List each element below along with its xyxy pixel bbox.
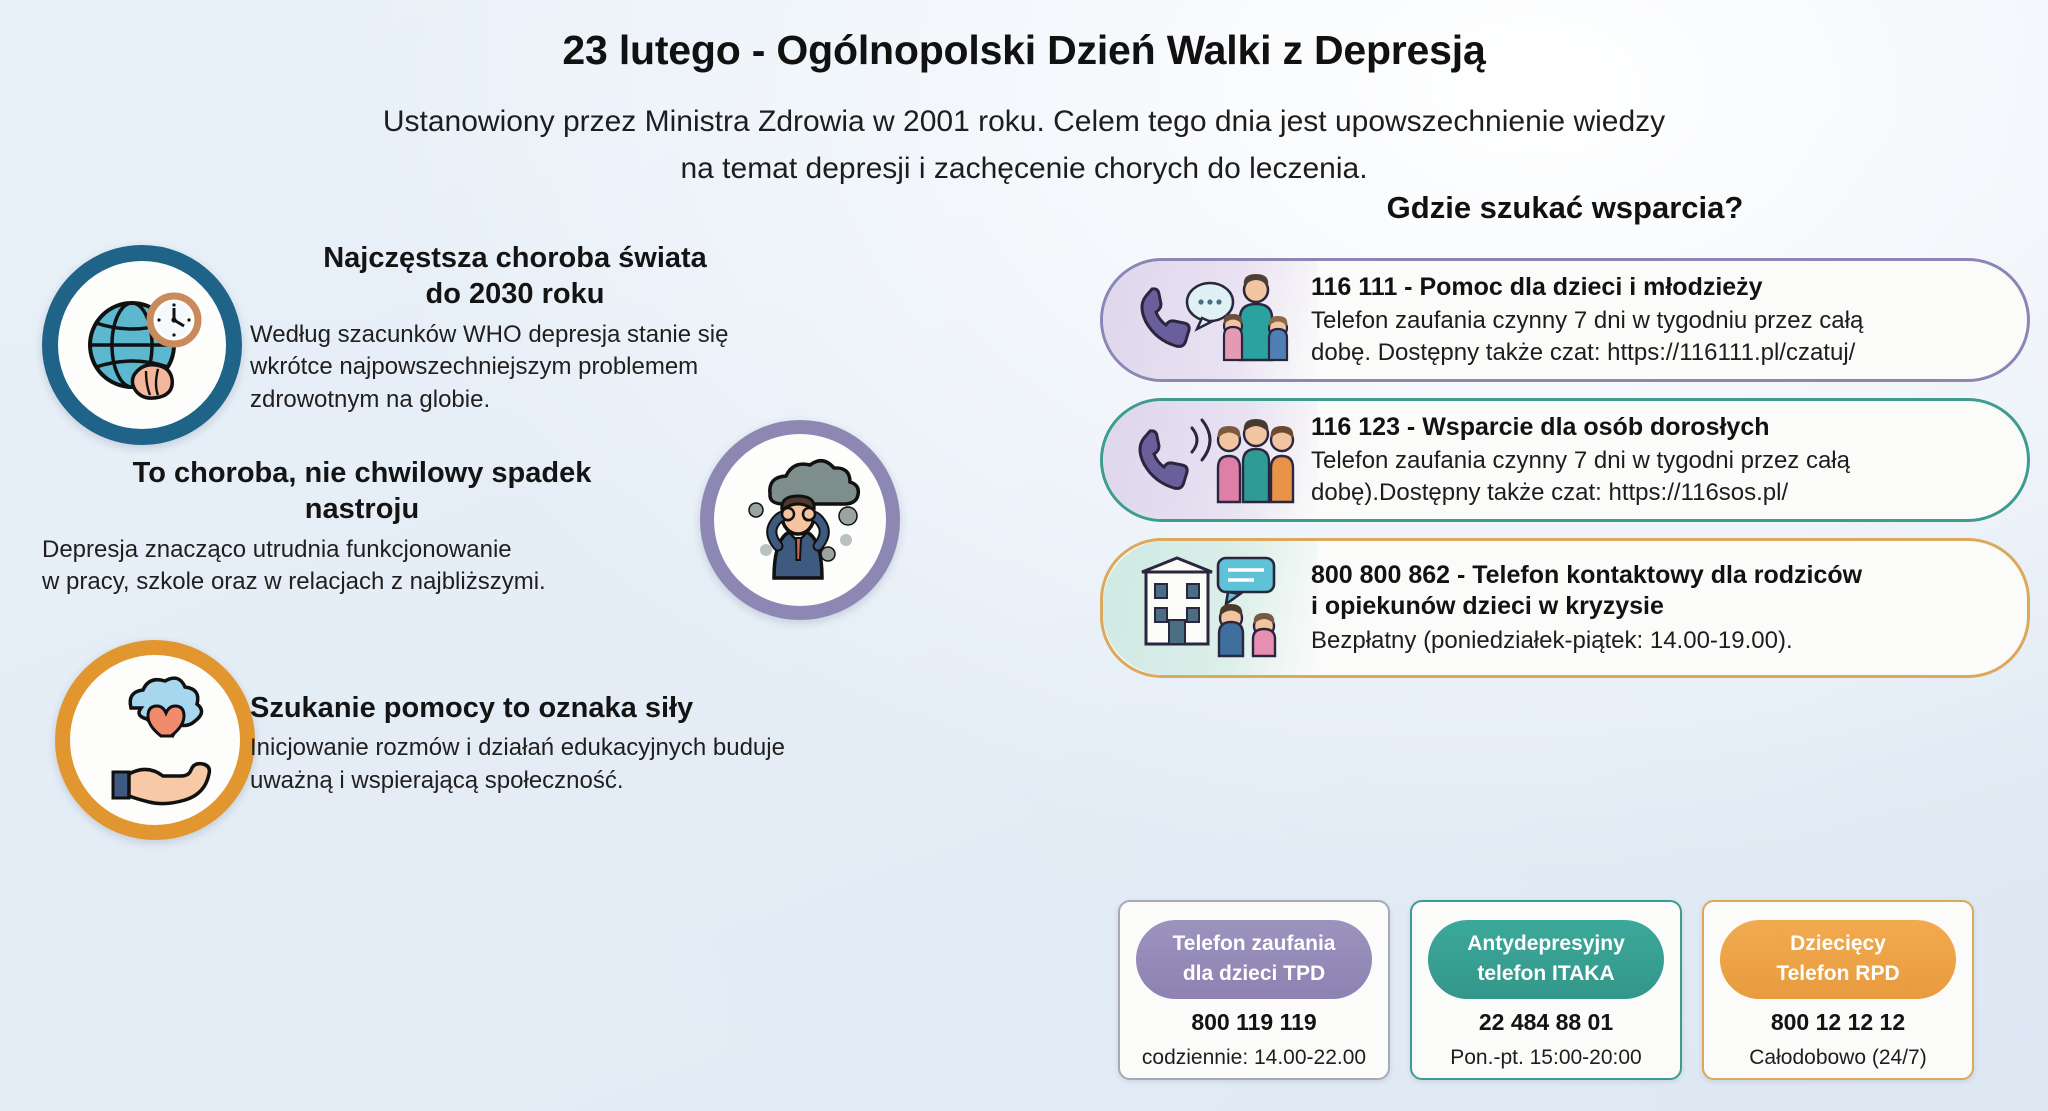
feature-2-body-line-1: Depresja znacząco utrudnia funkcjonowani… <box>42 535 512 563</box>
hotline-card-800800862[interactable]: 800 800 862 - Telefon kontaktowy dla rod… <box>1100 538 2030 678</box>
feature-1: Najczęstsza choroba świata do 2030 roku … <box>250 240 780 417</box>
facts-column: Najczęstsza choroba świata do 2030 roku … <box>0 240 1010 1100</box>
feature-3-body: Inicjowanie rozmów i działań edukacyjnyc… <box>250 732 890 798</box>
hotline-card-116111-desc-line-1: Telefon zaufania czynny 7 dni w tygodniu… <box>1311 307 1864 335</box>
hotline-card-116111-title: 116 111 - Pomoc dla dzieci i młodzieży <box>1311 273 1763 302</box>
hotline-card-116123-text: 116 123 - Wsparcie dla osób dorosłych Te… <box>1311 412 1876 508</box>
helpline-box-itaka[interactable]: Antydepresyjny telefon ITAKA 22 484 88 0… <box>1410 900 1682 1080</box>
feature-1-body-line-3: zdrowotnym na globie. <box>250 386 491 414</box>
feature-3: Szukanie pomocy to oznaka siły Inicjowan… <box>250 690 890 798</box>
feature-3-icon-wrapper <box>55 640 255 840</box>
hotline-card-116123-desc-line-2: dobę).Dostępny także czat: https://116so… <box>1311 478 1789 506</box>
helpline-box-tpd-number: 800 119 119 <box>1191 1008 1317 1035</box>
helpline-box-tpd[interactable]: Telefon zaufania dla dzieci TPD 800 119 … <box>1118 900 1390 1080</box>
globe-clock-brain-glyph <box>88 292 202 400</box>
hotline-card-116123[interactable]: 116 123 - Wsparcie dla osób dorosłych Te… <box>1100 398 2030 522</box>
hotline-card-116123-desc-line-1: Telefon zaufania czynny 7 dni w tygodni … <box>1311 447 1850 475</box>
feature-3-body-line-2: uważną i wspierającą społeczność. <box>250 767 624 795</box>
helpline-box-tpd-hours: codziennie: 14.00-22.00 <box>1141 1045 1367 1069</box>
feature-2-title-line-2: nastroju <box>304 493 420 526</box>
helpline-box-tpd-pill: Telefon zaufania dla dzieci TPD <box>1136 920 1372 999</box>
feature-2-body-line-2: w pracy, szkole oraz w relacjach z najbl… <box>42 568 546 596</box>
globe-clock-brain-icon <box>42 245 242 445</box>
feature-3-body-line-1: Inicjowanie rozmów i działań edukacyjnyc… <box>250 734 785 762</box>
phone-ringing-adults-icon <box>1121 405 1311 515</box>
helpline-box-itaka-pill-line-1: Antydepresyjny <box>1467 932 1625 955</box>
helpline-box-tpd-pill-line-1: Telefon zaufania <box>1172 932 1336 955</box>
feature-1-body-line-1: Według szacunków WHO depresja stanie się <box>250 320 729 348</box>
helpline-box-rpd-pill-line-1: Dziecięcy <box>1790 932 1886 955</box>
phone-chat-family-glyph <box>1140 274 1289 362</box>
hotline-card-800800862-title-line-1: 800 800 862 - Telefon kontaktowy dla rod… <box>1311 561 1863 590</box>
hotline-card-800800862-title-line-2: i opiekunów dzieci w kryzysie <box>1311 592 1664 621</box>
helpline-box-rpd-hours: Całodobowo (24/7) <box>1749 1045 1927 1069</box>
hotline-card-116111-desc: Telefon zaufania czynny 7 dni w tygodniu… <box>1311 305 1863 367</box>
intro-line-2: na temat depresji i zachęcenie chorych d… <box>680 151 1368 185</box>
support-column: Gdzie szukać wsparcia? <box>1100 190 2030 694</box>
phone-ringing-adults-glyph <box>1138 418 1295 504</box>
helpline-box-itaka-hours: Pon.-pt. 15:00-20:00 <box>1450 1045 1642 1069</box>
feature-2-title: To choroba, nie chwilowy spadek nastroju <box>42 455 682 528</box>
feature-1-title: Najczęstsza choroba świata do 2030 roku <box>250 240 780 313</box>
hotline-card-116123-desc: Telefon zaufania czynny 7 dni w tygodni … <box>1311 445 1850 507</box>
hotline-card-800800862-text: 800 800 862 - Telefon kontaktowy dla rod… <box>1311 560 1888 656</box>
stressed-person-cloud-icon <box>700 420 900 620</box>
hotline-card-116123-title: 116 123 - Wsparcie dla osób dorosłych <box>1311 413 1770 442</box>
feature-1-body-line-2: wkrótce najpowszechniejszym problemem <box>250 353 699 381</box>
feature-1-body: Według szacunków WHO depresja stanie się… <box>250 319 780 418</box>
helpline-box-row: Telefon zaufania dla dzieci TPD 800 119 … <box>1118 900 2018 1080</box>
helpline-box-rpd-pill-line-2: Telefon RPD <box>1776 962 1900 986</box>
helpline-box-itaka-pill: Antydepresyjny telefon ITAKA <box>1428 920 1664 999</box>
feature-2-icon-wrapper <box>700 420 900 620</box>
support-heading: Gdzie szukać wsparcia? <box>1386 190 1744 225</box>
hotline-card-116111-text: 116 111 - Pomoc dla dzieci i młodzieży T… <box>1311 272 1889 368</box>
helpline-box-tpd-pill-line-2: dla dzieci TPD <box>1182 962 1326 986</box>
page-title: 23 lutego - Ogólnopolski Dzień Walki z D… <box>562 27 1486 73</box>
hand-heart-thought-glyph <box>111 676 212 806</box>
school-building-parents-glyph <box>1141 556 1277 658</box>
intro-paragraph: Ustanowiony przez Ministra Zdrowia w 200… <box>174 99 1874 192</box>
feature-1-icon-wrapper <box>42 245 242 445</box>
feature-1-title-line-2: do 2030 roku <box>425 278 605 311</box>
hotline-card-116111-desc-line-2: dobę. Dostępny także czat: https://11611… <box>1311 338 1856 366</box>
hotline-card-800800862-desc: Bezpłatny (poniedziałek-piątek: 14.00-19… <box>1311 625 1862 656</box>
phone-chat-family-icon <box>1121 265 1311 375</box>
helpline-box-itaka-number: 22 484 88 01 <box>1478 1008 1614 1035</box>
hotline-card-800800862-desc-line-1: Bezpłatny (poniedziałek-piątek: 14.00-19… <box>1311 626 1793 654</box>
hotline-card-116111[interactable]: 116 111 - Pomoc dla dzieci i młodzieży T… <box>1100 258 2030 382</box>
feature-1-title-line-1: Najczęstsza choroba świata <box>323 242 707 274</box>
helpline-box-rpd-pill: Dziecięcy Telefon RPD <box>1720 920 1956 999</box>
feature-2: To choroba, nie chwilowy spadek nastroju… <box>42 455 682 599</box>
helpline-box-rpd-number: 800 12 12 12 <box>1770 1008 1906 1035</box>
hotline-card-800800862-title: 800 800 862 - Telefon kontaktowy dla rod… <box>1311 560 1862 623</box>
feature-2-title-line-1: To choroba, nie chwilowy spadek <box>132 457 592 489</box>
feature-2-body: Depresja znacząco utrudnia funkcjonowani… <box>42 534 682 600</box>
helpline-box-itaka-pill-line-2: telefon ITAKA <box>1477 962 1615 986</box>
feature-3-title-line-1: Szukanie pomocy to oznaka siły <box>250 692 694 724</box>
intro-line-1: Ustanowiony przez Ministra Zdrowia w 200… <box>382 105 1666 139</box>
hand-heart-thought-icon <box>55 640 255 840</box>
feature-3-title: Szukanie pomocy to oznaka siły <box>250 690 890 726</box>
school-building-parents-icon <box>1121 553 1311 663</box>
stressed-person-cloud-glyph <box>748 458 861 580</box>
header: 23 lutego - Ogólnopolski Dzień Walki z D… <box>0 27 2048 192</box>
helpline-box-rpd[interactable]: Dziecięcy Telefon RPD 800 12 12 12 Całod… <box>1702 900 1974 1080</box>
